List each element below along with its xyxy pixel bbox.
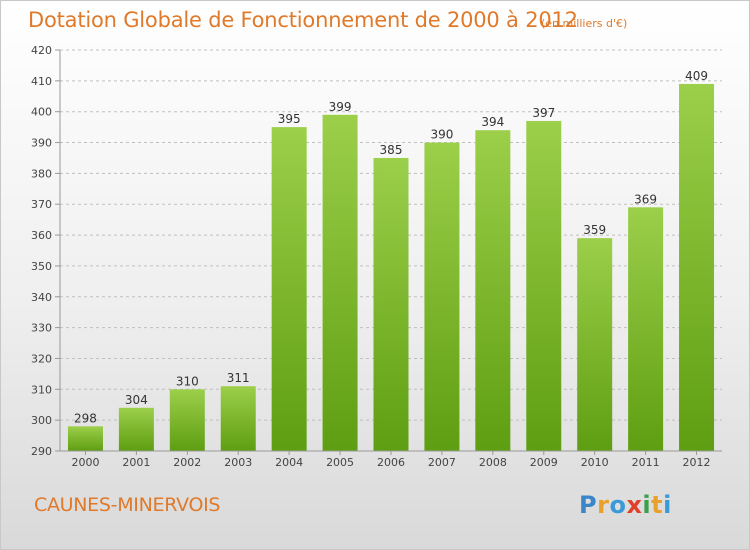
y-tick-label: 340 — [31, 291, 52, 304]
bar-2003 — [220, 386, 256, 451]
data-label: 298 — [74, 411, 97, 425]
y-tick-label: 380 — [31, 167, 52, 180]
commune-name: CAUNES-MINERVOIS — [34, 494, 221, 516]
y-tick-label: 350 — [31, 260, 52, 273]
x-tick-label: 2011 — [632, 456, 660, 469]
y-tick-label: 330 — [31, 322, 52, 335]
bars — [67, 83, 715, 452]
data-label: 394 — [481, 115, 504, 129]
y-tick-label: 410 — [31, 75, 52, 88]
logo-letter: t — [651, 491, 664, 519]
bar-2004 — [271, 127, 307, 451]
bar-2000 — [67, 426, 103, 451]
data-label: 304 — [125, 393, 148, 407]
logo-letter: i — [663, 491, 672, 519]
x-tick-label: 2001 — [122, 456, 150, 469]
proxiti-logo[interactable]: Proxiti — [579, 491, 672, 519]
logo-letter: o — [609, 491, 627, 519]
axes: 290 300 310 320 330 340 350 360 370 380 390 400 410 4… — [31, 44, 722, 469]
chart-subtitle: (en milliers d'€) — [541, 17, 628, 30]
x-tick-label: 2005 — [326, 456, 354, 469]
bar-2010 — [577, 238, 613, 451]
y-tick-label: 290 — [31, 445, 52, 458]
bar-2011 — [628, 207, 664, 451]
logo-letter: P — [579, 491, 598, 519]
data-label: 390 — [430, 128, 453, 142]
y-tick-label: 370 — [31, 198, 52, 211]
bar-2001 — [118, 407, 154, 451]
x-tick-label: 2000 — [71, 456, 99, 469]
x-tick-label: 2004 — [275, 456, 303, 469]
data-label: 395 — [278, 112, 301, 126]
data-label: 385 — [380, 143, 403, 157]
data-label: 310 — [176, 374, 199, 388]
x-tick-label: 2007 — [428, 456, 456, 469]
data-label: 311 — [227, 371, 250, 385]
bar-2006 — [373, 157, 409, 451]
x-tick-label: 2006 — [377, 456, 405, 469]
x-tick-label: 2010 — [581, 456, 609, 469]
data-labels: 298 304 310 311 395 399 385 390 394 397 359 369 409 — [74, 69, 708, 425]
x-tick-label: 2012 — [683, 456, 711, 469]
data-label: 397 — [532, 106, 555, 120]
chart-title: Dotation Globale de Fonctionnement de 20… — [28, 8, 578, 32]
bar-2002 — [169, 389, 205, 451]
y-tick-label: 400 — [31, 106, 52, 119]
bar-2008 — [475, 130, 511, 451]
bar-2012 — [679, 83, 715, 451]
bar-2007 — [424, 142, 460, 452]
x-tick-label: 2002 — [173, 456, 201, 469]
logo-letter: r — [597, 491, 610, 519]
bar-2009 — [526, 120, 562, 451]
y-tick-label: 320 — [31, 352, 52, 365]
logo-letter: i — [642, 491, 652, 519]
data-label: 359 — [583, 223, 606, 237]
x-tick-label: 2009 — [530, 456, 558, 469]
logo-letter: x — [626, 491, 643, 519]
data-label: 399 — [329, 100, 352, 114]
bar-2005 — [322, 114, 358, 452]
data-label: 409 — [685, 69, 708, 83]
data-label: 369 — [634, 192, 657, 206]
y-tick-label: 310 — [31, 383, 52, 396]
y-tick-label: 420 — [31, 44, 52, 57]
y-tick-label: 390 — [31, 137, 52, 150]
x-tick-label: 2008 — [479, 456, 507, 469]
y-tick-label: 300 — [31, 414, 52, 427]
x-tick-label: 2003 — [224, 456, 252, 469]
y-tick-label: 360 — [31, 229, 52, 242]
